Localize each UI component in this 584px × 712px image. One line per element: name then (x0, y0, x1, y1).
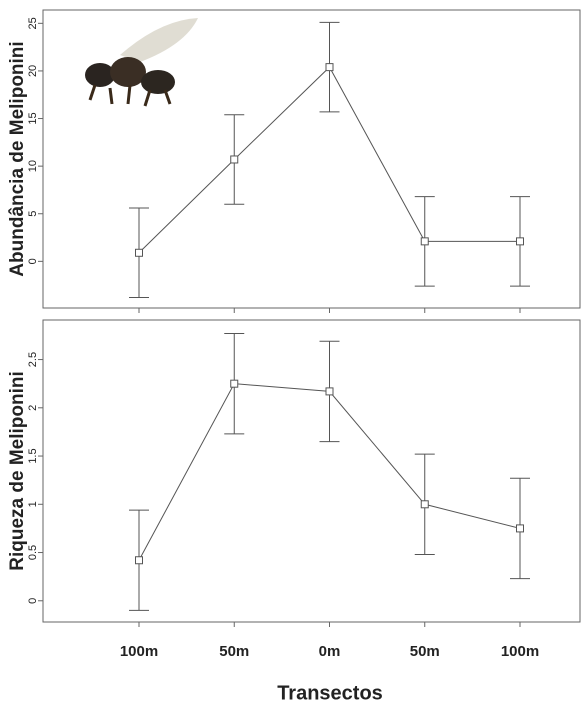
x-tick-label: 50m (410, 643, 440, 660)
x-tick-label: 50m (219, 643, 249, 660)
y-axis-label: Abundância de Meliponini (7, 41, 28, 276)
point (326, 388, 333, 395)
x-tick-label: 100m (501, 643, 539, 660)
y-tick-label: 0 (27, 598, 39, 604)
y-tick-label: 2.5 (27, 352, 39, 367)
point (326, 64, 333, 71)
point (517, 238, 524, 245)
y-tick-label: 10 (27, 160, 39, 172)
point (231, 156, 238, 163)
point (517, 525, 524, 532)
page: {"chart_data": [ {"type": "line", "y_lab… (0, 0, 584, 712)
y-tick-label: 25 (27, 17, 39, 29)
x-tick-label: 0m (319, 643, 341, 660)
plot-frame (43, 320, 580, 622)
y-tick-label: 15 (27, 112, 39, 124)
x-axis-label: Transectos (277, 682, 383, 704)
point (231, 380, 238, 387)
point (421, 238, 428, 245)
point (136, 249, 143, 256)
y-tick-label: 2 (27, 405, 39, 411)
bee-image (85, 18, 198, 106)
point (421, 501, 428, 508)
y-tick-label: 5 (27, 211, 39, 217)
point (136, 557, 143, 564)
y-tick-label: 1 (27, 501, 39, 507)
chart: 0510152025Abundância de Meliponini00.511… (0, 0, 584, 707)
x-tick-label: 100m (120, 643, 158, 660)
y-tick-label: 1.5 (27, 448, 39, 463)
y-tick-label: 0 (27, 258, 39, 264)
y-tick-label: 0.5 (27, 545, 39, 560)
y-tick-label: 20 (27, 65, 39, 77)
y-axis-label: Riqueza de Meliponini (7, 371, 28, 571)
